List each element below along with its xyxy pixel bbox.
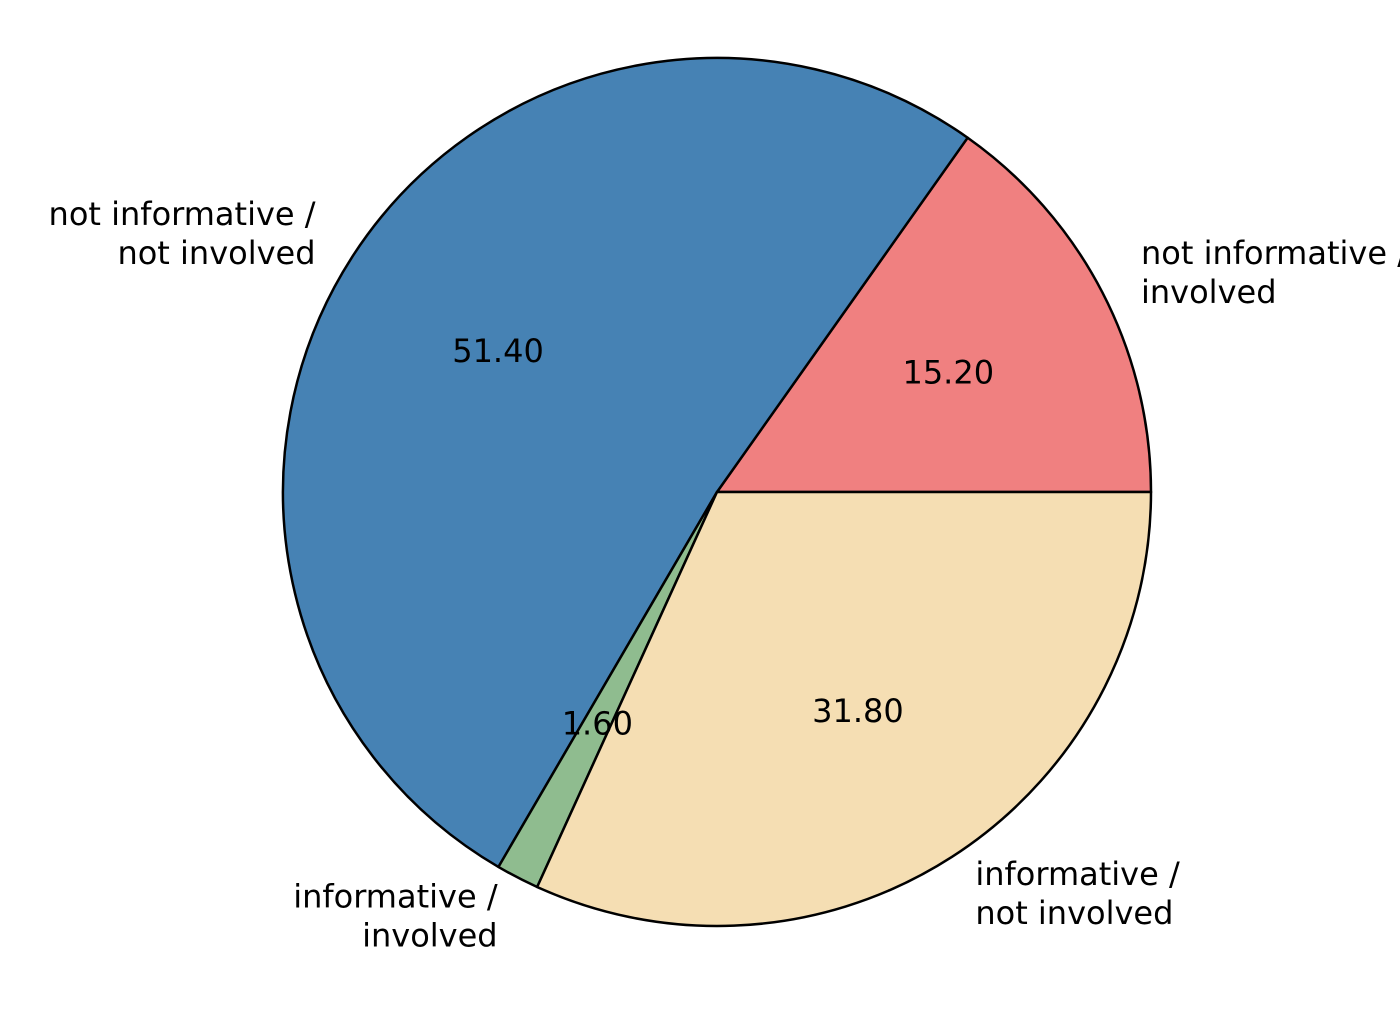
slice-category-label: informative / involved: [293, 877, 498, 954]
slice-value-label: 15.20: [902, 353, 994, 391]
slices-layer: [281, 56, 1153, 928]
pie-slice: [715, 136, 1153, 494]
slice-category-label: informative / not involved: [975, 855, 1180, 932]
slice-value-label: 51.40: [452, 332, 544, 370]
pie-slice: [535, 490, 1153, 928]
slice-category-label: not informative / not involved: [49, 195, 316, 272]
slice-category-label-line: involved: [362, 916, 498, 954]
slice-category-label-line: informative /: [975, 855, 1180, 893]
slice-category-label-line: informative /: [293, 877, 498, 915]
slice-category-label-line: not informative /: [49, 195, 316, 233]
slice-category-label: not informative / involved: [1141, 234, 1400, 311]
slice-value-label: 31.80: [812, 692, 904, 730]
slice-category-label-line: involved: [1141, 273, 1277, 311]
pie-slice: [281, 56, 969, 869]
slice-category-label-line: not involved: [117, 234, 315, 272]
slice-category-label-line: not informative /: [1141, 234, 1400, 272]
percentage-labels: 15.20 51.40 1.60 31.80: [452, 332, 994, 742]
slice-category-label-line: not involved: [975, 894, 1173, 932]
slice-value-label: 1.60: [562, 704, 633, 742]
